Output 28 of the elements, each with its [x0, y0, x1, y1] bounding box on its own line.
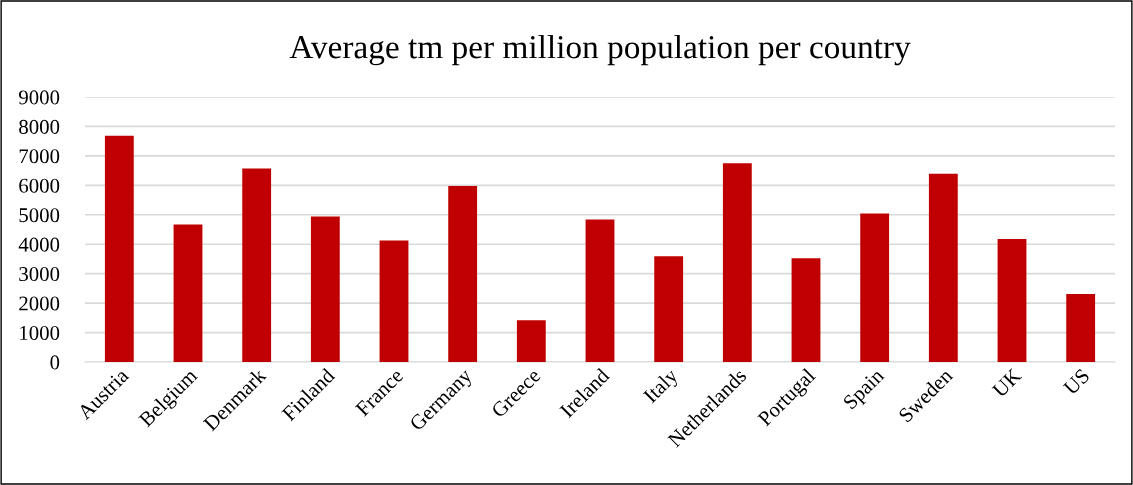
- bar: [516, 320, 546, 362]
- y-tick-label: 0: [50, 355, 60, 370]
- bar: [585, 219, 615, 362]
- bar: [997, 238, 1027, 362]
- bar: [173, 224, 203, 362]
- y-tick-label: 8000: [19, 119, 60, 134]
- bar: [104, 135, 134, 362]
- bar: [722, 163, 752, 362]
- y-tick-label: 1000: [20, 325, 60, 340]
- bar: [860, 213, 890, 362]
- y-tick-label: 7000: [19, 149, 60, 164]
- bar: [448, 185, 478, 362]
- bar: [654, 256, 684, 362]
- bar: [928, 173, 958, 362]
- bar: [1066, 293, 1096, 362]
- x-tick-label: UK: [991, 367, 1023, 399]
- y-tick-label: 6000: [19, 178, 60, 193]
- bar: [242, 168, 272, 362]
- y-tick-label: 2000: [19, 296, 60, 311]
- bar: [791, 258, 821, 362]
- y-tick-label: 3000: [19, 267, 60, 282]
- y-tick-label: 5000: [19, 208, 60, 223]
- x-tick-label: US: [1062, 368, 1091, 396]
- chart-title: Average tm per million population per country: [289, 34, 911, 66]
- bar: [310, 216, 340, 362]
- bar: [379, 240, 409, 362]
- y-tick-label: 4000: [18, 237, 60, 252]
- y-tick-label: 9000: [19, 90, 60, 105]
